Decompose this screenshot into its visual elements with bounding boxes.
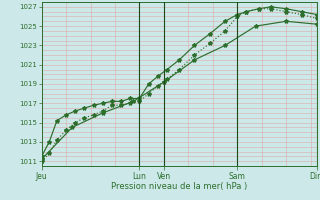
X-axis label: Pression niveau de la mer( hPa ): Pression niveau de la mer( hPa ) xyxy=(111,182,247,191)
